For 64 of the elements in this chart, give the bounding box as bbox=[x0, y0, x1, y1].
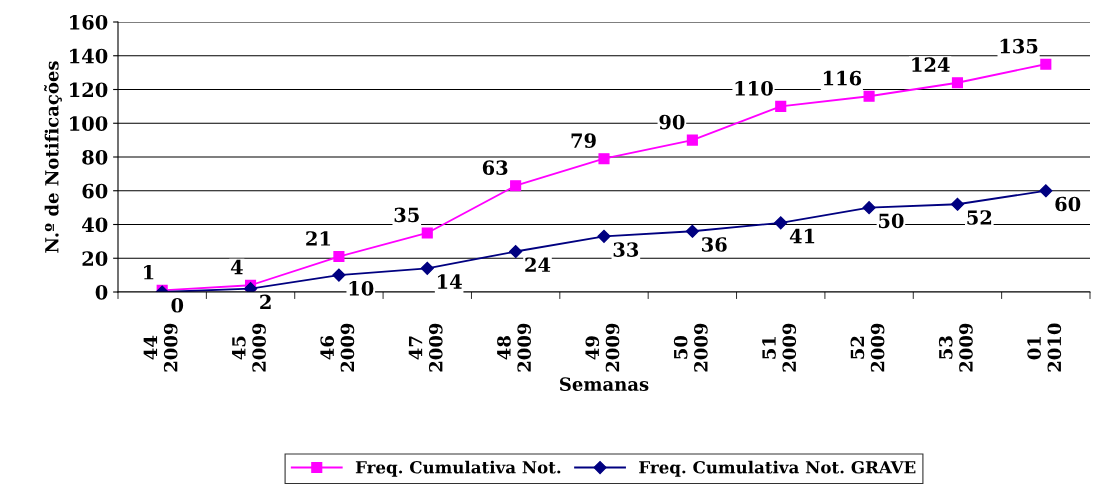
data-label: 124 bbox=[912, 57, 950, 72]
x-tick-label: 44 2009 bbox=[143, 323, 178, 372]
data-label: 14 bbox=[437, 274, 462, 289]
data-label: 52 bbox=[967, 210, 992, 225]
data-label: 63 bbox=[482, 160, 508, 175]
point bbox=[420, 261, 434, 275]
data-label: 0 bbox=[171, 297, 184, 313]
y-tick-label: 160 bbox=[70, 14, 108, 30]
x-tick-label: 46 2009 bbox=[320, 323, 355, 372]
point bbox=[510, 180, 522, 192]
data-label: 50 bbox=[879, 213, 904, 229]
point bbox=[509, 244, 523, 259]
x-tick-label: 47 2009 bbox=[408, 323, 443, 372]
y-tick-label: 60 bbox=[82, 183, 108, 199]
data-label: 24 bbox=[525, 257, 551, 272]
x-tick-label: 45 2009 bbox=[232, 323, 266, 372]
data-label: 33 bbox=[613, 242, 639, 257]
data-label: 2 bbox=[260, 294, 271, 309]
x-tick-label: 51 2009 bbox=[762, 323, 797, 372]
x-tick-label: 52 2009 bbox=[850, 323, 885, 372]
point bbox=[421, 227, 433, 239]
x-tick-label: 49 2009 bbox=[585, 323, 620, 372]
point bbox=[774, 216, 788, 230]
point bbox=[597, 229, 611, 243]
y-tick-label: 120 bbox=[70, 82, 108, 98]
data-label: 116 bbox=[823, 70, 862, 86]
y-tick-label: 140 bbox=[70, 48, 108, 64]
x-tick-label: 48 2009 bbox=[497, 323, 531, 372]
point bbox=[862, 201, 876, 215]
data-label: 1 bbox=[144, 264, 154, 280]
data-label: 10 bbox=[349, 281, 374, 296]
point bbox=[685, 224, 699, 238]
legend-label: Freq. Cumulativa Not. bbox=[355, 460, 561, 477]
point bbox=[775, 100, 787, 112]
y-tick-label: 80 bbox=[82, 149, 108, 165]
x-axis-title: Semanas bbox=[560, 377, 649, 391]
point bbox=[1040, 58, 1052, 70]
point bbox=[1039, 184, 1053, 198]
data-label: 41 bbox=[789, 228, 815, 244]
point bbox=[333, 251, 345, 263]
point bbox=[332, 268, 346, 282]
data-label: 35 bbox=[394, 207, 419, 223]
point bbox=[863, 90, 875, 102]
point bbox=[951, 77, 964, 89]
y-axis-title: N.º de Notificações bbox=[44, 61, 62, 253]
data-label: 21 bbox=[306, 231, 331, 246]
data-label: 110 bbox=[735, 80, 773, 96]
x-tick-label: 53 2009 bbox=[938, 323, 973, 372]
x-tick-label: 50 2009 bbox=[673, 323, 708, 372]
data-label: 79 bbox=[571, 133, 596, 148]
point bbox=[598, 153, 610, 165]
y-tick-label: 100 bbox=[70, 116, 108, 131]
data-label: 4 bbox=[230, 259, 243, 275]
y-tick-label: 40 bbox=[82, 217, 108, 233]
y-tick-label: 0 bbox=[95, 284, 108, 300]
legend-label: Freq. Cumulativa Not. GRAVE bbox=[639, 460, 916, 477]
y-tick-label: 20 bbox=[82, 251, 108, 266]
point bbox=[686, 134, 698, 146]
data-label: 90 bbox=[659, 114, 685, 130]
data-label: 135 bbox=[1000, 38, 1038, 54]
data-label: 60 bbox=[1055, 196, 1081, 212]
data-label: 36 bbox=[702, 237, 727, 252]
point bbox=[950, 197, 965, 211]
x-tick-label: 01 2010 bbox=[1027, 323, 1062, 372]
